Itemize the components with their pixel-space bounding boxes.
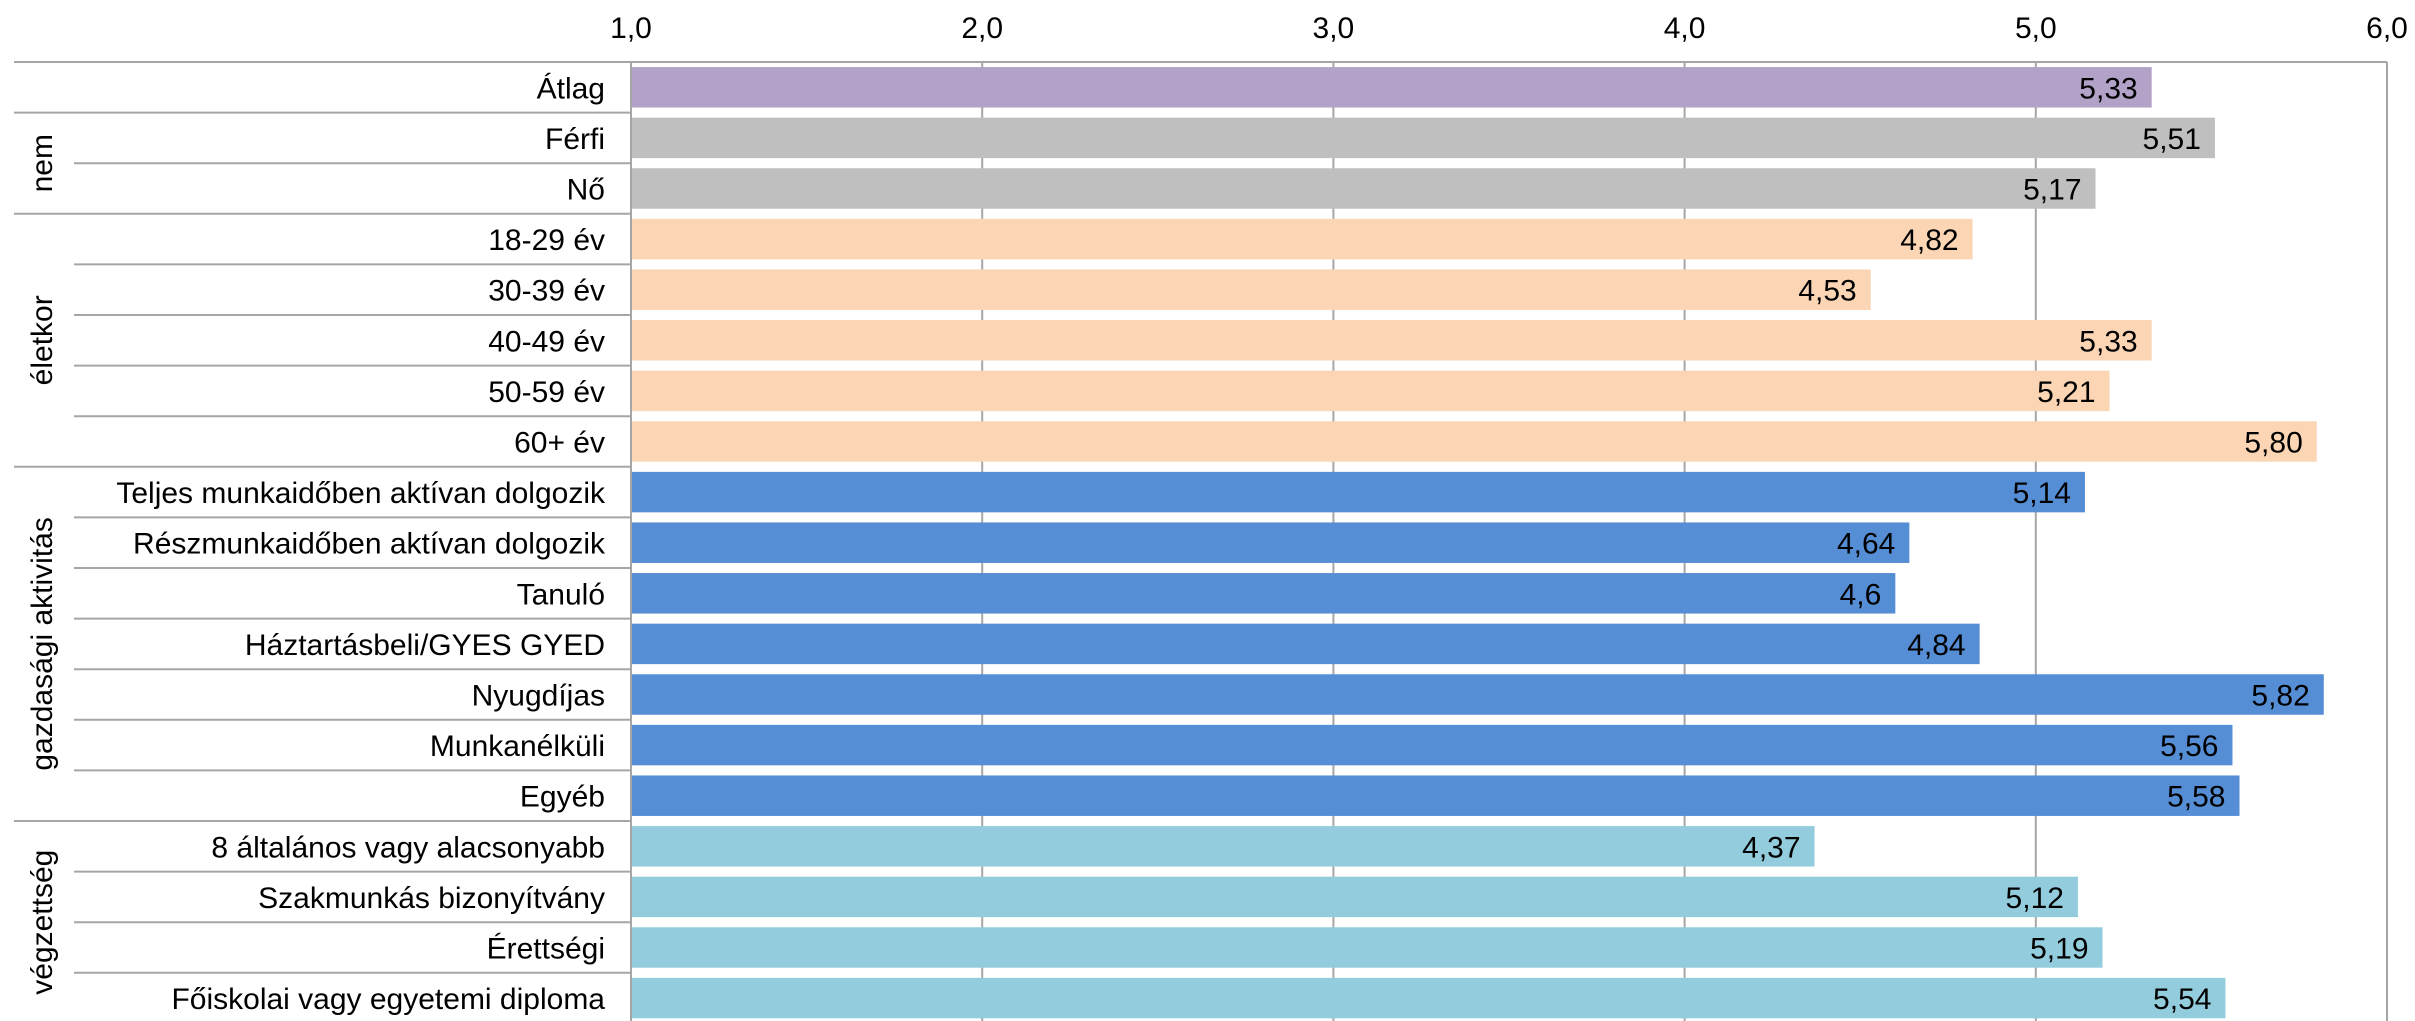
value-labels: 5,335,515,174,824,535,335,215,805,144,64… (1742, 72, 2310, 1016)
bar (631, 775, 2240, 816)
value-label: 4,6 (1840, 578, 1882, 611)
x-tick-label: 1,0 (610, 12, 652, 45)
bar (631, 724, 2233, 766)
value-label: 5,58 (2167, 781, 2225, 814)
group-label: végzettség (26, 850, 59, 995)
x-tick-label: 6,0 (2366, 12, 2408, 45)
bar (631, 977, 2226, 1019)
category-label: Főiskolai vagy egyetemi diploma (171, 983, 605, 1016)
bar (631, 522, 1910, 563)
bar (631, 927, 2103, 968)
bar (631, 471, 2085, 513)
value-label: 5,56 (2160, 730, 2218, 763)
category-label: Részmunkaidőben aktívan dolgozik (133, 528, 606, 561)
category-label: 40-49 év (488, 325, 605, 358)
bar (631, 269, 1871, 310)
bar (631, 218, 1973, 260)
category-label: Érettségi (487, 933, 605, 966)
value-label: 5,80 (2244, 427, 2302, 460)
category-label: Tanuló (517, 578, 605, 611)
group-label: nem (26, 134, 59, 192)
bar (631, 674, 2324, 715)
category-label: Nyugdíjas (472, 680, 605, 713)
x-tick-label: 4,0 (1664, 12, 1706, 45)
value-label: 5,33 (2079, 72, 2137, 105)
category-label: Egyéb (520, 781, 605, 814)
bar (631, 370, 2110, 412)
group-labels: nem életkor gazdasági aktivitás végzettség (26, 134, 59, 995)
value-label: 4,53 (1798, 275, 1856, 308)
value-label: 5,33 (2079, 325, 2137, 358)
value-label: 5,14 (2013, 477, 2071, 510)
value-label: 5,54 (2153, 983, 2211, 1016)
value-label: 5,21 (2037, 376, 2095, 409)
x-tick-label: 5,0 (2015, 12, 2057, 45)
bars (631, 67, 2324, 1019)
category-label: 60+ év (514, 427, 605, 460)
bar (631, 826, 1815, 867)
category-label: Szakmunkás bizonyítvány (258, 882, 605, 915)
bar (631, 320, 2152, 361)
value-label: 4,37 (1742, 831, 1800, 864)
value-label: 4,64 (1837, 528, 1895, 561)
value-label: 5,12 (2006, 882, 2064, 915)
category-label: Teljes munkaidőben aktívan dolgozik (116, 477, 606, 510)
category-label: Férfi (545, 123, 605, 156)
bar (631, 168, 2096, 209)
category-label: 50-59 év (488, 376, 605, 409)
category-label: 18-29 év (488, 224, 605, 257)
x-tick-label: 3,0 (1313, 12, 1355, 45)
category-labels: Átlag Férfi Nő 18-29 év 30-39 év 40-49 év 50-5… (116, 72, 606, 1016)
value-label: 4,84 (1907, 629, 1965, 662)
category-label: 30-39 év (488, 275, 605, 308)
category-label: Munkanélküli (430, 730, 605, 763)
bar (631, 876, 2078, 918)
category-label: Átlag (537, 72, 605, 105)
bar (631, 117, 2215, 159)
category-label: Háztartásbeli/GYES GYED (245, 629, 605, 662)
row-separators (14, 61, 2387, 1021)
category-label: Nő (567, 174, 605, 207)
value-label: 5,19 (2030, 933, 2088, 966)
bar (631, 421, 2317, 462)
category-label: 8 általános vagy alacsonyabb (211, 831, 605, 864)
group-label: gazdasági aktivitás (26, 517, 59, 770)
bar (631, 623, 1980, 665)
bar (631, 67, 2152, 108)
value-label: 4,82 (1900, 224, 1958, 257)
x-axis-tick-labels: 1,0 2,0 3,0 4,0 5,0 6,0 (610, 12, 2408, 45)
bar (631, 573, 1896, 614)
x-tick-label: 2,0 (961, 12, 1003, 45)
value-label: 5,51 (2143, 123, 2201, 156)
group-label: életkor (26, 295, 59, 385)
value-label: 5,82 (2251, 680, 2309, 713)
value-label: 5,17 (2023, 174, 2081, 207)
